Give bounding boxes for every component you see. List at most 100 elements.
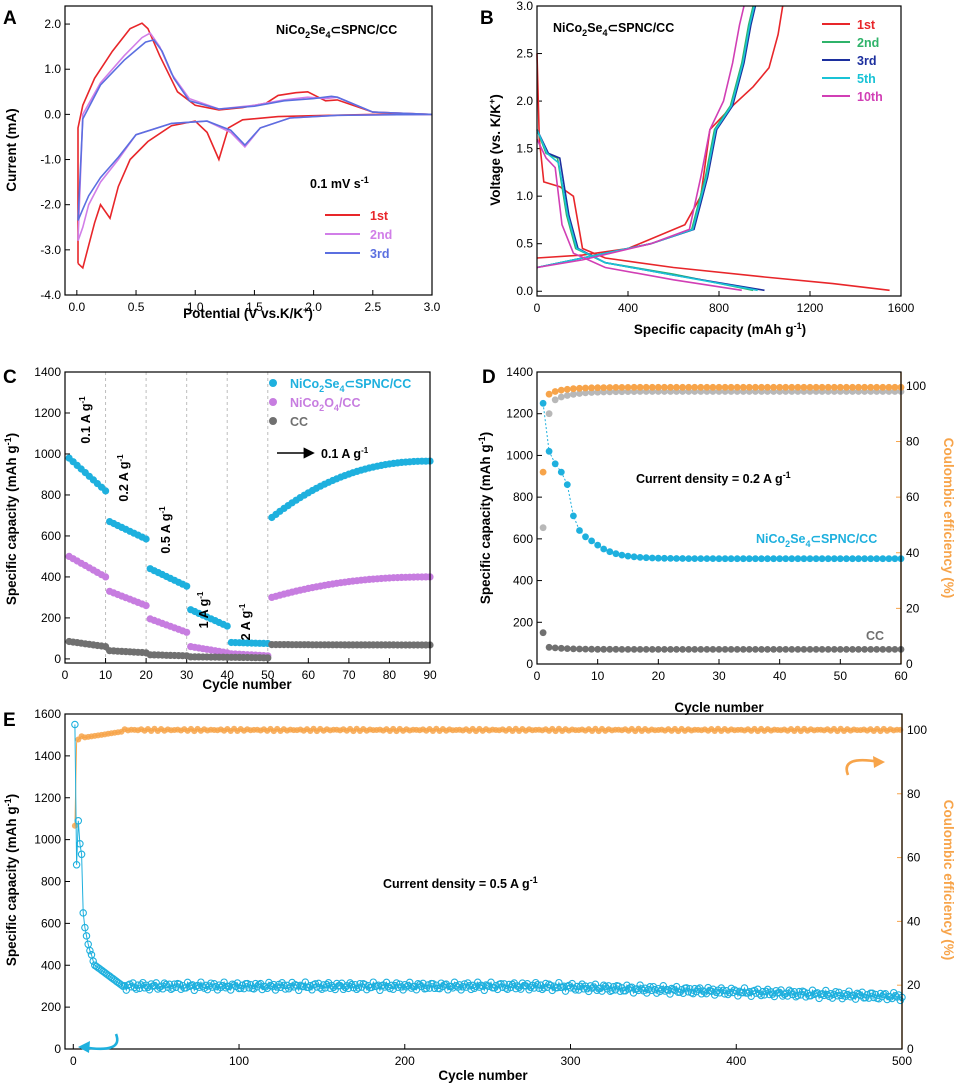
d-point <box>685 646 693 653</box>
b-xtick-label: 1200 <box>797 301 824 315</box>
d-point <box>721 555 729 563</box>
d-ytick-label: 1000 <box>506 448 533 462</box>
e-capacity-point <box>575 986 583 994</box>
e-capacity-point <box>376 986 384 995</box>
d-point <box>770 646 777 653</box>
e-capacity-point <box>826 990 835 998</box>
d-point <box>588 384 595 392</box>
d-y2tick-label: 100 <box>906 379 926 393</box>
d-point <box>703 646 711 653</box>
d-point <box>830 646 838 653</box>
c-rate-label-sup: -1 <box>238 603 247 611</box>
d-point <box>551 396 559 404</box>
e-capacity-point <box>802 993 810 1001</box>
e-capacity-point <box>240 984 248 993</box>
c-xtick-label: 90 <box>423 668 437 682</box>
c-point-0 <box>102 487 110 495</box>
d-y2tick-label: 20 <box>906 601 920 615</box>
e-capacity-point <box>195 983 204 991</box>
d-point <box>745 646 753 653</box>
d-point <box>576 527 583 534</box>
d-y2tick-label: 0 <box>906 657 913 671</box>
e-capacity-point <box>500 980 508 988</box>
d-point <box>594 645 602 653</box>
d-point <box>849 383 856 391</box>
d-point <box>806 646 814 653</box>
c-rate-label: 0.2 A g-1 <box>116 454 131 502</box>
d-point <box>715 383 723 391</box>
panel-c-arrow-label: 0.1 A g-1 <box>321 446 369 461</box>
d-point <box>618 384 626 391</box>
panel-letter-c: C <box>3 367 17 388</box>
d-point <box>727 383 735 391</box>
c-ytick-label: 800 <box>41 488 61 502</box>
legend-label-cc: CC <box>290 415 308 429</box>
d-point <box>612 384 620 391</box>
d-point <box>867 383 875 391</box>
d-point <box>709 646 717 653</box>
e-capacity-point <box>429 979 437 988</box>
d-point <box>648 646 656 653</box>
d-point <box>594 541 602 549</box>
d-point <box>770 555 777 563</box>
e-ytick-label: 1000 <box>34 833 61 847</box>
d-point <box>752 383 759 391</box>
d-point <box>855 555 862 563</box>
e-y2tick-label: 20 <box>907 978 921 992</box>
gcd-curve-10th <box>536 5 745 292</box>
d-point <box>739 383 747 391</box>
d-point <box>648 383 656 391</box>
d-point <box>764 383 771 391</box>
a-xtick-label: 2.5 <box>364 300 381 314</box>
d-point <box>806 383 814 391</box>
e-capacity-point <box>79 909 87 917</box>
e-capacity-point <box>76 840 84 848</box>
a-legend-label-3rd: 3rd <box>370 247 389 261</box>
panel-d-plot: 0 10 20 30 40 50 60020040060080010001200140002… <box>506 365 926 683</box>
legend-marker-nicoo <box>269 398 277 406</box>
panel-c-ylabel: Specific capacity (mAh g-1) <box>3 433 19 605</box>
c-rate-label-sup: -1 <box>116 454 125 462</box>
a-ytick-label: -3.0 <box>40 243 61 257</box>
d-point <box>824 555 832 563</box>
d-point <box>812 555 820 563</box>
d-point <box>563 392 571 399</box>
a-ytick-label: 1.0 <box>44 62 61 76</box>
d-ytick-label: 600 <box>513 532 533 546</box>
panel-a: A 0.0 0.5 1.0 1.5 2.0 2.5 3.0-4.0-3.0-2.0-1.00… <box>3 5 441 321</box>
e-capacity-point <box>167 985 175 993</box>
panel-e-plot: 0 100 200 300 400 500020040060080010001200140… <box>34 707 927 1068</box>
e-capacity-point <box>415 980 424 989</box>
panel-d-y2label: Coulombic efficiency (%) <box>941 438 955 599</box>
e-capacity-point <box>712 988 721 997</box>
d-point <box>891 555 899 563</box>
d-point <box>539 468 547 476</box>
e-capacity-point <box>74 817 83 825</box>
d-point <box>843 383 850 391</box>
a-xtick-label: 0.0 <box>68 300 85 314</box>
d-point <box>776 383 784 391</box>
c-xtick-label: 20 <box>139 668 153 682</box>
c-rate-label: 0.1 A g-1 <box>78 396 93 444</box>
d-point <box>606 548 614 556</box>
e-capacity-point <box>72 861 81 869</box>
e-capacity-point <box>168 984 177 992</box>
d-point <box>770 383 777 391</box>
d-point <box>843 646 850 653</box>
panel-a-legend: 1st 2nd 3rd <box>325 209 392 261</box>
panel-a-ylabel: Current (mA) <box>4 108 19 191</box>
d-point <box>630 646 638 653</box>
b-ytick-label: 1.0 <box>516 189 533 203</box>
d-point <box>685 383 693 391</box>
e-capacity-point <box>374 981 383 989</box>
panel-b: B 0 400 800 1200 1600 0.0 0.5 1.0 1.5 2.0 2.5 3.0 N… <box>480 0 915 337</box>
e-capacity-point <box>891 992 900 1000</box>
a-xtick-label: 1.0 <box>187 300 204 314</box>
a-ytick-label: 2.0 <box>44 17 61 31</box>
d-point <box>715 646 723 653</box>
d-point <box>879 646 887 653</box>
e-capacity-point <box>318 985 326 993</box>
panel-d-ylabel: Specific capacity (mAh g-1) <box>477 432 493 604</box>
d-point <box>576 645 583 653</box>
